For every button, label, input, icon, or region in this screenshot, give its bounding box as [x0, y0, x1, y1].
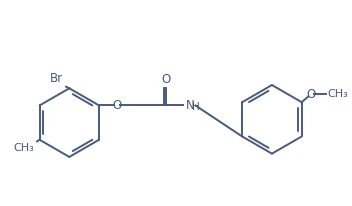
Text: N: N — [186, 99, 195, 112]
Text: H: H — [192, 102, 200, 112]
Text: O: O — [307, 88, 316, 101]
Text: CH₃: CH₃ — [327, 89, 348, 99]
Text: Br: Br — [50, 72, 63, 85]
Text: O: O — [162, 73, 171, 86]
Text: O: O — [112, 99, 122, 112]
Text: CH₃: CH₃ — [13, 143, 34, 153]
